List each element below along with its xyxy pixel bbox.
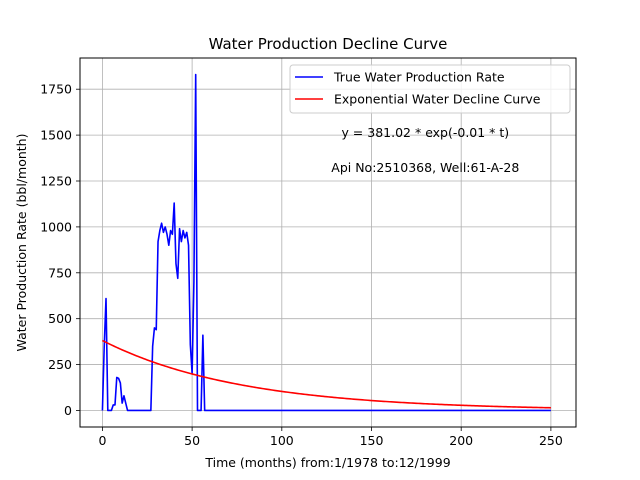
x-tick-label: 150 bbox=[360, 433, 384, 448]
ticks: 0 50 100 150 200 250 0 250 500 750 1000 1250 1500 175… bbox=[40, 82, 563, 448]
legend-label-true-rate: True Water Production Rate bbox=[333, 70, 505, 85]
series-line-true-rate bbox=[101, 73, 551, 412]
chart-title: Water Production Decline Curve bbox=[209, 35, 448, 53]
y-tick-label: 500 bbox=[48, 311, 72, 326]
y-tick-label: 1750 bbox=[40, 82, 72, 97]
series-layer bbox=[101, 73, 551, 412]
y-tick-label: 1250 bbox=[40, 174, 72, 189]
x-tick-label: 200 bbox=[449, 433, 473, 448]
series-line-decline-curve bbox=[102, 339, 551, 409]
well-info-annotation: Api No:2510368, Well:61-A-28 bbox=[331, 160, 519, 175]
x-tick-label: 0 bbox=[98, 433, 106, 448]
x-tick-label: 50 bbox=[184, 433, 200, 448]
plot-frame bbox=[79, 57, 577, 428]
y-tick-label: 1000 bbox=[40, 219, 72, 234]
y-axis-title: Water Production Rate (bbl/month) bbox=[14, 134, 29, 352]
equation-annotation: y = 381.02 * exp(-0.01 * t) bbox=[341, 125, 509, 140]
y-tick-label: 1500 bbox=[40, 128, 72, 143]
x-tick-label: 250 bbox=[539, 433, 563, 448]
x-axis-title: Time (months) from:1/1978 to:12/1999 bbox=[204, 455, 450, 470]
y-tick-label: 0 bbox=[64, 403, 72, 418]
legend-label-decline-curve: Exponential Water Decline Curve bbox=[334, 92, 541, 107]
y-tick-label: 750 bbox=[48, 265, 72, 280]
legend: True Water Production Rate Exponential W… bbox=[289, 64, 571, 114]
legend-box bbox=[289, 64, 571, 114]
annotations: y = 381.02 * exp(-0.01 * t) Api No:251036… bbox=[331, 125, 519, 175]
x-tick-label: 100 bbox=[270, 433, 294, 448]
y-tick-label: 250 bbox=[48, 357, 72, 372]
